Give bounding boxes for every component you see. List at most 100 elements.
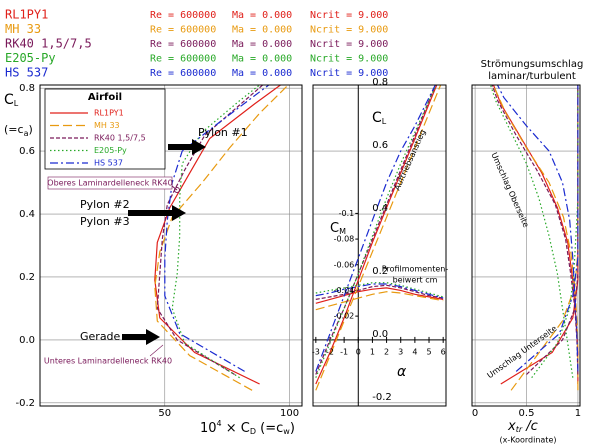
right-title: laminar/turbulent <box>488 71 576 82</box>
x-tick-label: -1 <box>340 347 348 356</box>
axis-label-part: (=c <box>256 421 283 436</box>
y-tick-label: 0.2 <box>19 272 35 283</box>
x-tick-label: 4 <box>412 347 417 356</box>
y2-tick-label: -0.02 <box>334 312 355 321</box>
header-ncrit: Ncrit = 9.000 <box>310 25 388 36</box>
y2-tick-label: -0.06 <box>334 260 355 269</box>
annotation: Umschlag Oberseite <box>489 151 530 229</box>
x-tick-label: 1 <box>370 347 375 356</box>
header-re: Re = 600000 <box>150 25 216 36</box>
axis-label-part: x <box>507 419 516 434</box>
y-tick-label: 0.4 <box>19 209 35 220</box>
arrow <box>122 329 160 345</box>
annotation: Gerade <box>80 330 121 343</box>
axis-label-part: L <box>14 99 19 108</box>
axis-label-part: C <box>330 221 339 236</box>
series-line <box>492 85 579 384</box>
x-tick-label: 1 <box>575 408 581 419</box>
x-tick-label: 6 <box>441 347 446 356</box>
series-line <box>164 85 270 372</box>
legend-label: RK40 1,5/7,5 <box>94 134 146 143</box>
legend-box <box>44 88 166 170</box>
header-name: RK40 1,5/7,5 <box>5 37 92 51</box>
x-tick-label: -3 <box>312 347 320 356</box>
axis-label: (=ca) <box>4 123 33 138</box>
series-line <box>154 85 282 385</box>
y-tick-label: 0.8 <box>19 83 35 94</box>
axis-label: CL <box>4 92 19 108</box>
legend-title: Airfoil <box>88 92 122 103</box>
header-ma: Ma = 0.000 <box>232 54 292 65</box>
annotation: Unteres Laminardelleneck RK40 <box>44 357 172 366</box>
axis-label-part: 4 <box>217 419 222 428</box>
header: RL1PY1 Re = 600000 Ma = 0.000 Ncrit = 9.000… <box>5 8 388 80</box>
lines <box>154 85 579 391</box>
series-line <box>489 85 574 378</box>
x-tick-label: 0 <box>472 408 478 419</box>
annotation: Auftriebsanstieg <box>393 128 428 192</box>
axis-label-part: (=c <box>4 123 24 136</box>
header-ma: Ma = 0.000 <box>232 10 292 21</box>
y-tick-label: -0.2 <box>372 392 392 403</box>
x-tick-label: 0.5 <box>519 408 535 419</box>
y-tick-label: 0.6 <box>372 140 388 151</box>
legend-label: MH 33 <box>94 121 120 130</box>
axis-label: 104 × CD (=cw) <box>200 419 295 436</box>
x-tick-label: 5 <box>426 347 431 356</box>
x-tick-label: 2 <box>384 347 389 356</box>
axis-label-part: w <box>283 427 290 436</box>
axis-label-part: tr <box>516 425 523 434</box>
series-line <box>315 85 437 378</box>
axis-label-part: C <box>372 110 382 126</box>
annotation: Umschlag Unterseite <box>486 324 559 381</box>
annotation-circle <box>174 187 180 193</box>
series-line <box>315 284 444 300</box>
annotation: beiwert cm <box>393 276 438 285</box>
y-tick-label: 0.0 <box>372 329 388 340</box>
y-tick-label: -0.2 <box>15 398 35 409</box>
axis-label-part: 10 <box>200 421 217 436</box>
header-re: Re = 600000 <box>150 10 216 21</box>
x-tick-label: 0 <box>356 347 361 356</box>
axis-label: CM <box>330 221 346 236</box>
annotation: Pylon #1 <box>198 126 248 139</box>
axis-label: CL <box>372 110 387 126</box>
labels: -0.2-0.20.00.00.20.20.40.40.60.60.80.850… <box>4 77 581 435</box>
series-line <box>315 282 444 298</box>
header-ncrit: Ncrit = 9.000 <box>310 54 388 65</box>
annotation-box <box>47 176 173 190</box>
arrow <box>128 205 186 221</box>
right-title: Strömungsumschlag <box>481 59 584 70</box>
y2-tick-label: -0.1 <box>339 209 355 218</box>
header-re: Re = 600000 <box>150 68 216 79</box>
annotation: Pylon #2 <box>80 198 130 211</box>
legend-label: E205-Py <box>94 146 127 155</box>
legend-label: RL1PY1 <box>94 109 124 118</box>
series-line <box>315 291 444 311</box>
series-line <box>315 283 444 299</box>
panel-frame <box>39 84 303 407</box>
x-tick-label: -2 <box>326 347 334 356</box>
axis-label-part: × C <box>222 421 250 436</box>
header-ncrit: Ncrit = 9.000 <box>310 10 388 21</box>
x-axis-label: α <box>397 364 407 380</box>
axis-label-part: C <box>4 92 14 108</box>
panel-frame <box>312 84 447 407</box>
panel-frame <box>471 84 581 407</box>
header-ncrit: Ncrit = 9.000 <box>310 39 388 50</box>
series-line <box>154 85 289 391</box>
y-tick-label: 0.6 <box>19 146 35 157</box>
series-line <box>491 85 579 375</box>
series-line <box>496 85 579 372</box>
axis-label-part: ) <box>28 123 32 136</box>
annotation: Pylon #3 <box>80 215 130 228</box>
header-re: Re = 600000 <box>150 54 216 65</box>
axis-label-part: ) <box>290 421 295 436</box>
header-name: MH 33 <box>5 22 41 36</box>
annotation: Profilmomenten- <box>382 265 449 274</box>
header-re: Re = 600000 <box>150 39 216 50</box>
x-tick-label: 100 <box>280 408 299 419</box>
arrow <box>168 139 206 155</box>
series-line <box>510 85 579 391</box>
